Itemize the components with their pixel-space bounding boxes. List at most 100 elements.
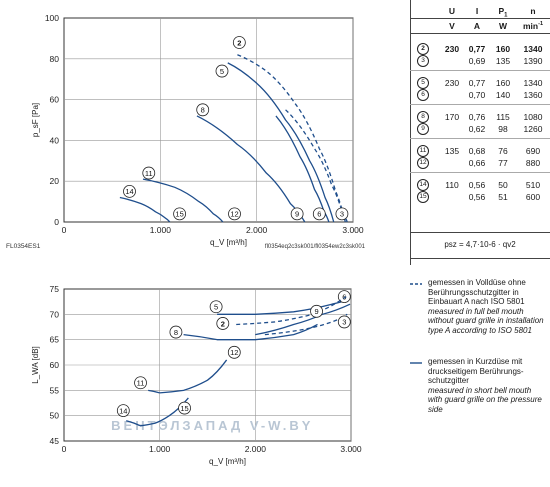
x-tick-label: 1.000 xyxy=(149,444,171,454)
legend-dashed-en: measured in full bell mouth without guar… xyxy=(428,306,544,335)
table-cell-power: 140 xyxy=(495,90,511,100)
series-line-11 xyxy=(148,389,160,394)
series-line-3 xyxy=(285,109,348,223)
table-cell-current: 0,77 xyxy=(468,44,486,54)
table-cell-current: 0,62 xyxy=(468,124,486,134)
table-cell-speed: 1340 xyxy=(523,78,543,88)
table-divider xyxy=(410,33,550,34)
table-cell-power: 160 xyxy=(495,44,511,54)
x-tick-label: 1.000 xyxy=(150,225,172,235)
legend-dashed-de: gemessen in Volldüse ohne Berührungsschu… xyxy=(428,278,526,307)
series-line-12 xyxy=(159,359,228,394)
table-cell-voltage: 110 xyxy=(445,180,459,190)
x-tick-label: 3.000 xyxy=(340,444,362,454)
table-cell-power: 160 xyxy=(495,78,511,88)
series-label-14: 14 xyxy=(119,406,127,415)
table-cell-speed: 1340 xyxy=(523,44,543,54)
table-header: U xyxy=(448,6,456,16)
series-label-12: 12 xyxy=(230,348,238,357)
table-cell-voltage: 230 xyxy=(444,44,460,54)
series-line-6 xyxy=(255,303,351,336)
table-cell-speed: 600 xyxy=(525,192,541,202)
series-line-14 xyxy=(119,196,171,223)
series-label-6: 6 xyxy=(342,292,346,301)
series-line-5 xyxy=(217,298,351,315)
series-marker-6 xyxy=(337,290,351,304)
series-marker-9 xyxy=(310,304,323,318)
table-row-separator xyxy=(410,172,550,173)
series-label-14: 14 xyxy=(125,187,133,196)
table-cell-power: 135 xyxy=(495,56,511,66)
table-divider xyxy=(410,232,550,233)
series-marker-12 xyxy=(228,207,241,221)
table-cell-current: 0,68 xyxy=(468,146,486,156)
legend-solid-line-icon xyxy=(410,362,422,364)
table-cell-voltage: 230 xyxy=(444,78,460,88)
series-label-3: 3 xyxy=(342,318,346,327)
y-tick-label: 75 xyxy=(50,284,60,294)
y-tick-label: 40 xyxy=(50,135,60,145)
y-tick-label: 60 xyxy=(50,95,60,105)
table-cell-speed: 1080 xyxy=(523,112,543,122)
plot-frame xyxy=(63,17,354,223)
table-cell-voltage: 135 xyxy=(444,146,460,156)
series-line-14 xyxy=(126,397,189,427)
series-line-2 xyxy=(237,54,346,223)
table-cell-current: 0,56 xyxy=(468,192,486,202)
y-tick-label: 70 xyxy=(50,309,60,319)
series-marker-15 xyxy=(173,207,187,221)
table-cell-speed: 1360 xyxy=(523,90,543,100)
table-row-separator xyxy=(410,104,550,105)
series-label-9: 9 xyxy=(295,210,299,219)
table-header: I xyxy=(475,6,479,16)
series-label-2: 2 xyxy=(221,319,225,328)
watermark: ВЕНТЭЛЗАПАД V-W.BY xyxy=(111,418,313,433)
table-row-marker: 14 xyxy=(417,179,429,191)
series-line-3 xyxy=(264,313,348,336)
table-border xyxy=(410,0,411,265)
table-cell-current: 0,70 xyxy=(468,90,486,100)
series-line-8 xyxy=(196,115,306,223)
legend-solid-en: measured in short bell mouth with guard … xyxy=(428,385,542,414)
table-unit: W xyxy=(498,21,508,31)
series-line-6 xyxy=(275,115,330,223)
y-tick-label: 80 xyxy=(50,54,60,64)
y-tick-label: 50 xyxy=(50,411,60,421)
series-marker-11 xyxy=(134,376,147,390)
series-marker-2 xyxy=(232,36,246,49)
legend-dashed: gemessen in Volldüse ohne Berührungsschu… xyxy=(410,278,547,336)
x-tick-label: 0 xyxy=(62,225,67,235)
series-marker-5 xyxy=(209,300,223,314)
table-cell-power: 76 xyxy=(498,146,508,156)
series-marker-2 xyxy=(216,317,230,330)
series-marker-3 xyxy=(335,207,349,221)
series-marker-3 xyxy=(337,315,351,329)
table-unit: V xyxy=(449,21,455,31)
series-label-3: 3 xyxy=(340,210,344,219)
legend-solid: gemessen in Kurzdüse mit druckseitigem B… xyxy=(410,357,547,415)
x-tick-label: 2.000 xyxy=(246,225,268,235)
series-label-12: 12 xyxy=(230,210,238,219)
table-row-marker: 8 xyxy=(417,111,429,123)
table-row-marker: 12 xyxy=(417,157,429,169)
series-marker-8 xyxy=(169,325,183,339)
y-tick-label: 0 xyxy=(54,217,59,227)
table-cell-speed: 1260 xyxy=(523,124,543,134)
table-unit: min-1 xyxy=(522,21,543,31)
table-unit: A xyxy=(473,21,481,31)
series-label-15: 15 xyxy=(180,404,188,413)
series-line-8 xyxy=(183,323,318,341)
table-cell-current: 0,56 xyxy=(468,180,486,190)
series-label-8: 8 xyxy=(201,106,205,115)
series-label-5: 5 xyxy=(220,67,224,76)
table-cell-current: 0,76 xyxy=(468,112,486,122)
series-marker-14 xyxy=(123,184,136,198)
y-axis-label: L_WA [dB] xyxy=(31,346,40,384)
series-label-6: 6 xyxy=(317,210,321,219)
y-tick-label: 55 xyxy=(50,385,60,395)
chart-code-right: fl0354eq2c3sk001/fl0354ew2c3sk001 xyxy=(265,244,366,250)
y-tick-label: 45 xyxy=(50,436,60,446)
series-line-11 xyxy=(142,178,224,223)
series-marker-5 xyxy=(215,64,229,78)
